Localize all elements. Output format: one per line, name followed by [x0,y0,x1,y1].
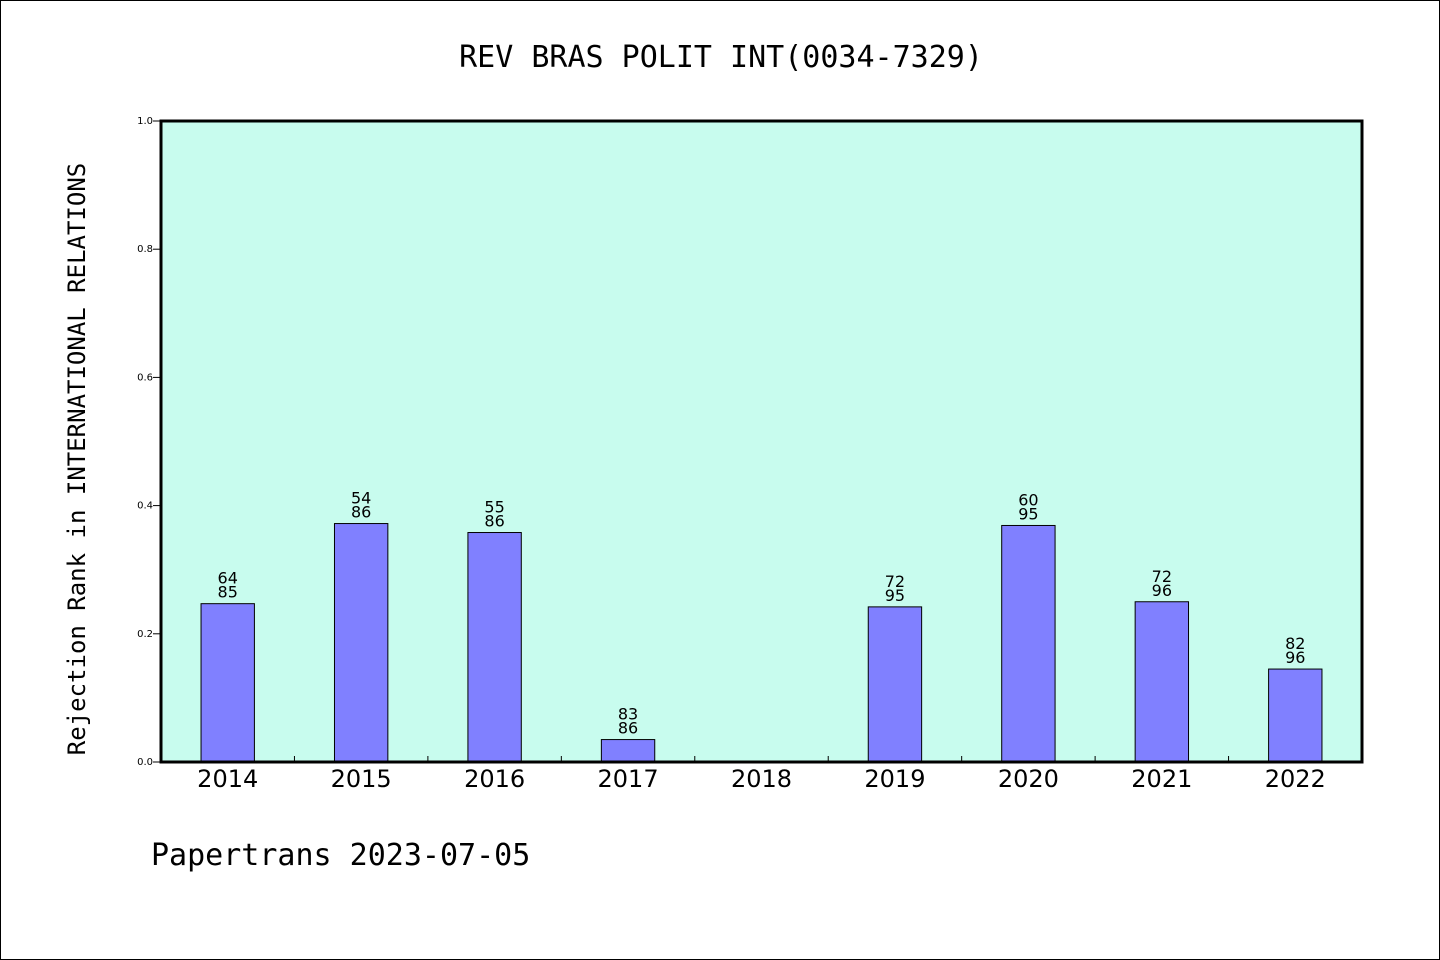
bar-label-bottom: 85 [218,583,238,602]
labels-layer: 0.00.20.40.60.81.02014648520155486201655… [137,116,1326,793]
chart-title: REV BRAS POLIT INT(0034-7329) [459,40,983,75]
bar-label-top: 54 [351,489,371,508]
bar [1268,668,1323,763]
y-tick-label: 0.0 [137,757,153,768]
y-tick-label: 0.4 [137,501,153,512]
bar [867,606,923,763]
y-axis-label: Rejection Rank in INTERNATIONAL RELATION… [63,163,91,755]
bar-label-bottom: 86 [484,512,504,531]
footer-credit: Papertrans 2023-07-05 [151,838,530,873]
bar [600,739,656,763]
x-tick-label: 2021 [1131,765,1192,793]
bar [1001,524,1056,763]
bar-label-bottom: 95 [1018,504,1038,523]
bar-label-top: 72 [885,572,905,591]
y-tick-label: 0.2 [137,629,153,640]
x-tick-label: 2016 [464,765,525,793]
y-tick-label: 1.0 [137,116,153,127]
x-tick-label: 2022 [1265,765,1326,793]
bar-label-top: 64 [218,569,238,588]
bar [1134,601,1190,763]
bar-label-top: 82 [1285,634,1305,653]
bar [200,603,255,763]
bar-label-top: 72 [1152,567,1172,586]
bar [467,532,522,763]
bar-label-bottom: 86 [351,503,371,522]
bar-label-bottom: 96 [1285,648,1305,667]
bar-label-bottom: 95 [885,586,905,605]
x-tick-label: 2020 [998,765,1059,793]
bar-label-top: 83 [618,705,638,724]
bar [333,523,389,763]
x-tick-label: 2015 [331,765,392,793]
x-tick-label: 2018 [731,765,792,793]
bar-label-top: 60 [1018,490,1038,509]
x-tick-label: 2017 [598,765,659,793]
y-tick-label: 0.6 [137,372,153,383]
y-tick-label: 0.8 [137,244,153,255]
x-tick-label: 2019 [864,765,925,793]
plot-border [159,119,1364,764]
bar-label-bottom: 96 [1152,581,1172,600]
x-tick-label: 2014 [197,765,258,793]
bar-label-bottom: 86 [618,719,638,738]
bar-label-top: 55 [484,498,504,517]
bars-layer [200,523,1323,763]
